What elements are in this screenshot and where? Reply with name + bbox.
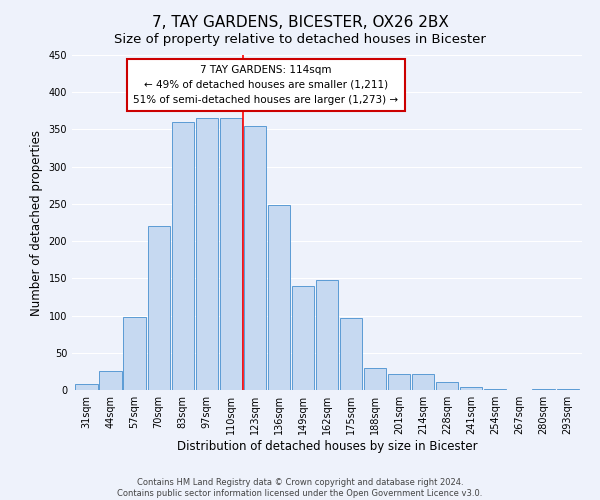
Bar bbox=[388, 374, 410, 390]
X-axis label: Distribution of detached houses by size in Bicester: Distribution of detached houses by size … bbox=[176, 440, 478, 453]
Bar bbox=[76, 384, 98, 390]
Text: Size of property relative to detached houses in Bicester: Size of property relative to detached ho… bbox=[114, 32, 486, 46]
Bar bbox=[172, 122, 194, 390]
Bar bbox=[220, 118, 242, 390]
Bar bbox=[316, 280, 338, 390]
Bar bbox=[340, 318, 362, 390]
Bar bbox=[412, 374, 434, 390]
Bar bbox=[484, 388, 506, 390]
Bar bbox=[436, 382, 458, 390]
Bar bbox=[124, 317, 146, 390]
Bar bbox=[268, 206, 290, 390]
Text: 7 TAY GARDENS: 114sqm
← 49% of detached houses are smaller (1,211)
51% of semi-d: 7 TAY GARDENS: 114sqm ← 49% of detached … bbox=[133, 65, 398, 104]
Bar bbox=[364, 368, 386, 390]
Bar bbox=[196, 118, 218, 390]
Text: Contains HM Land Registry data © Crown copyright and database right 2024.
Contai: Contains HM Land Registry data © Crown c… bbox=[118, 478, 482, 498]
Bar bbox=[460, 387, 482, 390]
Bar bbox=[292, 286, 314, 390]
Bar bbox=[148, 226, 170, 390]
Bar bbox=[532, 388, 554, 390]
Bar bbox=[244, 126, 266, 390]
Bar bbox=[100, 372, 122, 390]
Y-axis label: Number of detached properties: Number of detached properties bbox=[30, 130, 43, 316]
Text: 7, TAY GARDENS, BICESTER, OX26 2BX: 7, TAY GARDENS, BICESTER, OX26 2BX bbox=[152, 15, 448, 30]
